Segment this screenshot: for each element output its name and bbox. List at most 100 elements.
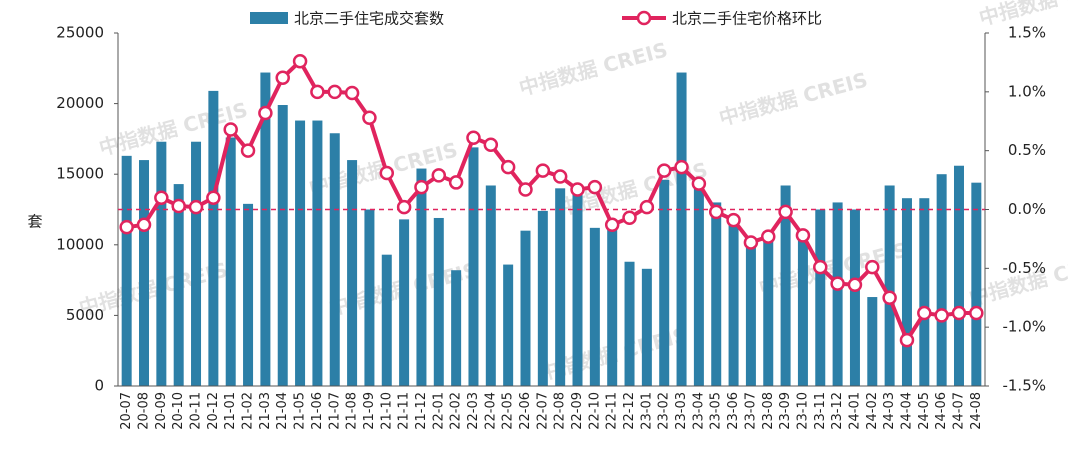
line bbox=[126, 59, 977, 343]
x-tick-label: 21-10 bbox=[379, 392, 394, 430]
bar bbox=[468, 147, 479, 386]
bar bbox=[503, 264, 514, 386]
x-tick-label: 22-03 bbox=[466, 392, 481, 430]
bar bbox=[364, 209, 375, 386]
line-marker bbox=[275, 70, 290, 85]
line-marker bbox=[500, 159, 516, 175]
line-marker bbox=[206, 190, 221, 205]
legend-label: 北京二手住宅价格环比 bbox=[672, 10, 822, 28]
x-tick-label: 22-04 bbox=[483, 392, 498, 430]
x-tick-label: 24-02 bbox=[865, 392, 880, 430]
x-tick-label: 22-06 bbox=[518, 392, 533, 430]
bar bbox=[659, 179, 670, 386]
bar bbox=[815, 209, 826, 386]
x-tick-label: 21-09 bbox=[362, 392, 377, 430]
x-tick-label: 20-11 bbox=[189, 392, 204, 430]
line-marker bbox=[587, 179, 603, 195]
x-tick-label: 23-02 bbox=[657, 392, 672, 430]
line-marker bbox=[171, 198, 186, 214]
line-marker bbox=[813, 259, 828, 275]
x-tick-label: 22-07 bbox=[535, 392, 550, 430]
line-marker bbox=[570, 182, 585, 197]
x-tick-label: 23-07 bbox=[743, 392, 758, 430]
x-tick-label: 21-04 bbox=[275, 392, 290, 430]
bar bbox=[901, 198, 912, 386]
x-tick-label: 21-08 bbox=[345, 392, 360, 430]
line-marker bbox=[431, 168, 447, 183]
line-marker bbox=[917, 305, 932, 321]
x-tick-label: 23-10 bbox=[795, 392, 810, 430]
y2-tick-label: -1.5% bbox=[1002, 377, 1046, 395]
line-marker bbox=[761, 229, 776, 244]
x-tick-label: 24-05 bbox=[917, 392, 932, 430]
x-tick-label: 23-06 bbox=[726, 392, 741, 430]
x-tick-label: 24-08 bbox=[969, 392, 984, 430]
line-marker bbox=[362, 110, 377, 125]
line-marker bbox=[396, 199, 412, 215]
bar bbox=[936, 174, 947, 386]
line-marker bbox=[708, 204, 724, 220]
x-tick-label: 23-01 bbox=[639, 392, 654, 430]
watermark: 中指数据 CREIS bbox=[517, 37, 671, 100]
x-tick-label: 22-12 bbox=[622, 392, 637, 430]
bar bbox=[173, 184, 184, 386]
x-tick-label: 21-03 bbox=[258, 392, 273, 430]
line-marker bbox=[934, 308, 949, 323]
x-tick-label: 20-08 bbox=[137, 392, 152, 430]
y-tick-label: 25000 bbox=[56, 24, 104, 42]
line-marker bbox=[951, 305, 967, 321]
line-marker bbox=[188, 199, 204, 215]
line-marker bbox=[136, 217, 152, 233]
bar bbox=[676, 72, 687, 386]
y2-tick-label: 1.5% bbox=[1008, 24, 1046, 42]
line-marker bbox=[414, 179, 429, 195]
line-marker bbox=[639, 199, 655, 215]
line-marker bbox=[344, 85, 360, 101]
y-tick-label: 20000 bbox=[56, 94, 104, 112]
bar bbox=[208, 90, 219, 386]
line-marker bbox=[778, 204, 793, 220]
line-marker bbox=[448, 175, 464, 190]
line-marker bbox=[119, 219, 134, 235]
bar bbox=[919, 198, 930, 386]
x-tick-label: 21-12 bbox=[414, 392, 429, 430]
line-marker bbox=[622, 210, 637, 225]
watermark: 中指数据 CREIS bbox=[717, 67, 871, 130]
bar bbox=[295, 120, 306, 386]
x-tick-label: 21-06 bbox=[310, 392, 325, 430]
x-tick-label: 20-07 bbox=[119, 392, 134, 430]
bar bbox=[485, 185, 496, 386]
y2-tick-label: 0.0% bbox=[1008, 200, 1046, 218]
bar bbox=[832, 202, 843, 386]
x-tick-label: 23-09 bbox=[778, 392, 793, 430]
bar bbox=[797, 240, 808, 386]
bar bbox=[312, 120, 323, 386]
x-tick-label: 23-04 bbox=[691, 392, 706, 430]
x-tick-label: 22-09 bbox=[570, 392, 585, 430]
bar bbox=[191, 141, 202, 386]
bar bbox=[953, 165, 964, 386]
x-tick-label: 23-05 bbox=[709, 392, 724, 430]
bar bbox=[416, 168, 427, 386]
x-tick-label: 21-02 bbox=[241, 392, 256, 430]
bar bbox=[572, 192, 583, 386]
bar bbox=[243, 203, 254, 386]
bar bbox=[867, 297, 878, 386]
bar bbox=[745, 244, 756, 386]
line-marker bbox=[830, 276, 845, 291]
bar bbox=[399, 219, 410, 386]
bar bbox=[433, 217, 444, 386]
x-tick-label: 22-01 bbox=[431, 392, 446, 430]
line-marker bbox=[327, 84, 342, 100]
x-tick-label: 20-10 bbox=[171, 392, 186, 430]
bar bbox=[121, 155, 132, 386]
line-marker bbox=[847, 277, 863, 293]
x-tick-label: 22-10 bbox=[587, 392, 602, 430]
line-marker bbox=[604, 217, 620, 233]
line-marker bbox=[240, 143, 256, 158]
bar bbox=[589, 227, 600, 386]
line-marker bbox=[379, 165, 395, 181]
bar bbox=[693, 186, 704, 386]
line-marker bbox=[726, 212, 741, 228]
y-axis-label: 套 bbox=[27, 213, 42, 231]
